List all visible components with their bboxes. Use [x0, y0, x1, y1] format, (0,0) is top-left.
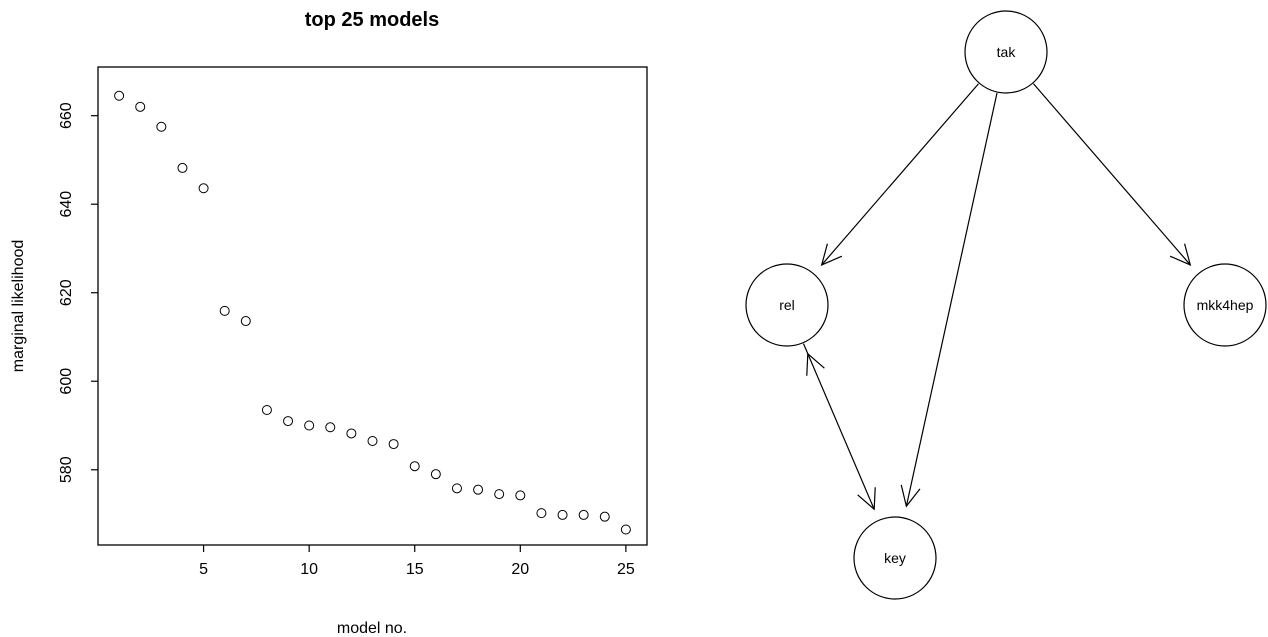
node-circle: [853, 516, 937, 600]
data-point: [473, 484, 484, 495]
y-tick-label: 600: [58, 368, 75, 395]
node-circle: [745, 263, 829, 347]
data-point: [325, 422, 336, 433]
data-point: [430, 469, 441, 480]
data-point: [135, 101, 146, 112]
x-tick-label: 5: [199, 561, 208, 578]
data-point: [494, 489, 505, 500]
data-point: [557, 509, 568, 520]
data-point: [219, 305, 230, 316]
node-mkk4hep: mkk4hep: [1183, 263, 1267, 347]
data-point: [409, 461, 420, 472]
x-axis: 5 10 15 20 25: [199, 545, 635, 578]
node-rel: rel: [745, 263, 829, 347]
data-point: [599, 511, 610, 522]
arrow-head: [806, 352, 825, 376]
edge-line: [821, 83, 979, 266]
node-key: key: [853, 516, 937, 600]
data-point: [388, 439, 399, 450]
data-point: [578, 509, 589, 520]
y-tick-label: 580: [58, 456, 75, 483]
node-circle: [964, 10, 1048, 94]
arrow-head: [1169, 243, 1192, 266]
data-point: [620, 524, 631, 535]
y-axis-label: marginal likelihood: [10, 240, 27, 373]
y-tick-label: 640: [58, 191, 75, 218]
data-point: [346, 428, 357, 439]
scatter-plot: top 25 models 5 10 15 20 25 580600620640660 …: [10, 9, 648, 637]
node-tak: tak: [964, 10, 1048, 94]
edge-line: [905, 92, 998, 507]
node-circle: [1183, 263, 1267, 347]
arrow-head: [857, 487, 876, 511]
data-point: [240, 316, 251, 327]
node-label: key: [884, 550, 906, 566]
data-point: [261, 405, 272, 416]
edge-rel-key: [802, 343, 876, 511]
edge-line: [802, 343, 875, 510]
arrow-head: [820, 243, 843, 266]
x-tick-label: 15: [406, 561, 424, 578]
plot-frame: [97, 66, 648, 546]
chart-title: top 25 models: [305, 9, 439, 31]
data-point: [177, 162, 188, 173]
y-tick-label: 620: [58, 279, 75, 306]
y-axis: 580 600 620 640 660: [58, 102, 98, 483]
network-nodes: tak rel mkk4hep key: [745, 10, 1267, 600]
x-tick-label: 20: [511, 561, 529, 578]
network-edges: [802, 83, 1192, 511]
edge-tak-rel: [820, 83, 979, 266]
data-point: [515, 490, 526, 501]
data-point: [283, 416, 294, 427]
edge-line: [1033, 83, 1191, 266]
node-label: rel: [779, 297, 795, 313]
data-point: [451, 483, 462, 494]
scatter-points: [114, 90, 631, 535]
arrow-head: [900, 484, 921, 508]
x-tick-label: 10: [300, 561, 318, 578]
data-point: [114, 90, 125, 101]
data-point: [304, 420, 315, 431]
data-point: [536, 508, 547, 519]
edge-tak-key: [900, 92, 998, 508]
x-axis-label: model no.: [337, 620, 407, 637]
data-point: [367, 435, 378, 446]
data-point: [198, 183, 209, 194]
node-label: tak: [997, 44, 1017, 60]
node-label: mkk4hep: [1197, 297, 1254, 313]
x-tick-label: 25: [617, 561, 635, 578]
data-point: [156, 121, 167, 132]
network-diagram: tak rel mkk4hep key: [745, 10, 1267, 600]
edge-tak-mkk4hep: [1033, 83, 1192, 266]
y-tick-label: 660: [58, 102, 75, 129]
